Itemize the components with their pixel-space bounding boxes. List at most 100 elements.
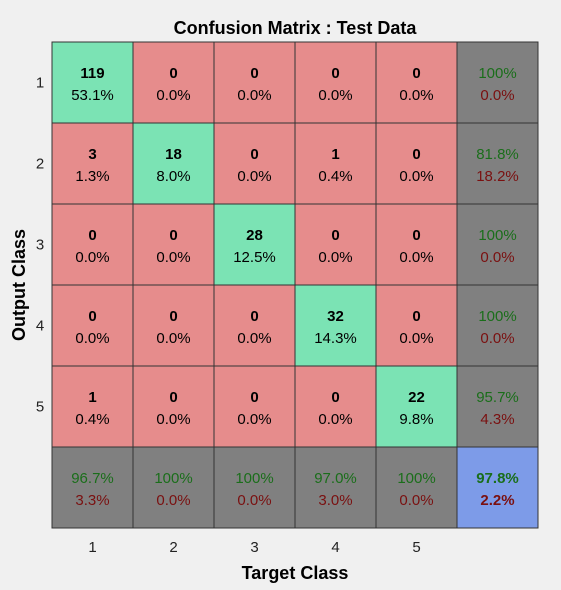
cell-percent: 53.1% (71, 87, 114, 104)
misclassified-cell (132, 365, 215, 448)
cell-count: 22 (408, 389, 425, 406)
cell-percent: 0.0% (399, 330, 433, 347)
cell-percent: 0.0% (75, 330, 109, 347)
cell-count: 0 (250, 146, 258, 163)
col-correct-rate: 96.7% (71, 470, 114, 487)
cell-count: 0 (331, 389, 339, 406)
row-error-rate: 0.0% (480, 249, 514, 266)
y-tick-label: 4 (36, 318, 44, 335)
row-correct-rate: 95.7% (476, 389, 519, 406)
misclassified-cell (132, 41, 215, 124)
chart-title: Confusion Matrix : Test Data (174, 18, 418, 38)
cell-percent: 0.0% (399, 249, 433, 266)
col-summary-cell (375, 446, 458, 529)
cell-count: 0 (250, 308, 258, 325)
row-error-rate: 4.3% (480, 411, 514, 428)
cell-percent: 0.0% (399, 168, 433, 185)
cell-count: 3 (88, 146, 96, 163)
cell-percent: 12.5% (233, 249, 276, 266)
cell-percent: 0.0% (156, 249, 190, 266)
misclassified-cell (294, 203, 377, 286)
x-tick-label: 3 (250, 539, 258, 556)
cell-count: 119 (80, 65, 104, 82)
col-correct-rate: 100% (154, 470, 192, 487)
cell-count: 0 (412, 146, 420, 163)
misclassified-cell (213, 365, 296, 448)
cell-percent: 0.4% (75, 411, 109, 428)
cell-count: 1 (88, 389, 96, 406)
cell-count: 0 (250, 65, 258, 82)
overall-error-rate: 2.2% (480, 492, 514, 509)
cell-count: 32 (327, 308, 344, 325)
x-axis-label: Target Class (242, 563, 349, 583)
cell-count: 0 (169, 227, 177, 244)
x-tick-label: 1 (88, 539, 96, 556)
correct-cell (213, 203, 296, 286)
cell-percent: 0.0% (318, 87, 352, 104)
col-correct-rate: 100% (235, 470, 273, 487)
row-correct-rate: 100% (478, 65, 516, 82)
misclassified-cell (51, 122, 134, 205)
overall-accuracy-cell (456, 446, 539, 529)
col-summary-cell (132, 446, 215, 529)
cell-percent: 0.4% (318, 168, 352, 185)
misclassified-cell (294, 365, 377, 448)
row-correct-rate: 100% (478, 227, 516, 244)
misclassified-cell (375, 41, 458, 124)
cell-percent: 8.0% (156, 168, 190, 185)
misclassified-cell (213, 122, 296, 205)
cell-count: 0 (412, 308, 420, 325)
x-tick-label: 5 (412, 539, 420, 556)
correct-cell (375, 365, 458, 448)
y-tick-label: 1 (36, 75, 44, 92)
row-summary-cell (456, 365, 539, 448)
col-error-rate: 0.0% (156, 492, 190, 509)
col-correct-rate: 97.0% (314, 470, 357, 487)
misclassified-cell (132, 284, 215, 367)
cell-percent: 0.0% (237, 411, 271, 428)
cell-percent: 0.0% (318, 411, 352, 428)
misclassified-cell (51, 203, 134, 286)
x-tick-labels: 1 2 3 4 5 (88, 539, 420, 556)
row-summary-cell (456, 284, 539, 367)
cell-count: 0 (331, 65, 339, 82)
y-tick-label: 2 (36, 156, 44, 173)
row-correct-rate: 100% (478, 308, 516, 325)
correct-cell (132, 122, 215, 205)
x-tick-label: 4 (331, 539, 339, 556)
cell-percent: 0.0% (156, 87, 190, 104)
y-tick-labels: 1 2 3 4 5 (36, 75, 44, 416)
cell-percent: 1.3% (75, 168, 109, 185)
cell-percent: 0.0% (156, 330, 190, 347)
cell-percent: 0.0% (399, 87, 433, 104)
cell-percent: 0.0% (237, 330, 271, 347)
y-tick-label: 3 (36, 237, 44, 254)
misclassified-cell (375, 284, 458, 367)
row-summary-cell (456, 41, 539, 124)
overall-correct-rate: 97.8% (476, 470, 519, 487)
y-axis-label: Output Class (9, 229, 29, 341)
cell-count: 0 (88, 308, 96, 325)
cell-percent: 0.0% (75, 249, 109, 266)
misclassified-cell (213, 284, 296, 367)
col-error-rate: 3.3% (75, 492, 109, 509)
misclassified-cell (294, 41, 377, 124)
cell-count: 0 (169, 389, 177, 406)
cell-percent: 0.0% (156, 411, 190, 428)
cell-count: 0 (331, 227, 339, 244)
row-summary-cell (456, 122, 539, 205)
misclassified-cell (51, 365, 134, 448)
row-error-rate: 18.2% (476, 168, 519, 185)
cell-percent: 14.3% (314, 330, 357, 347)
cell-count: 0 (169, 65, 177, 82)
cell-percent: 0.0% (237, 87, 271, 104)
correct-cell (294, 284, 377, 367)
cell-count: 18 (165, 146, 182, 163)
misclassified-cell (132, 203, 215, 286)
row-error-rate: 0.0% (480, 330, 514, 347)
cell-percent: 0.0% (237, 168, 271, 185)
col-error-rate: 0.0% (237, 492, 271, 509)
cell-percent: 9.8% (399, 411, 433, 428)
col-error-rate: 3.0% (318, 492, 352, 509)
